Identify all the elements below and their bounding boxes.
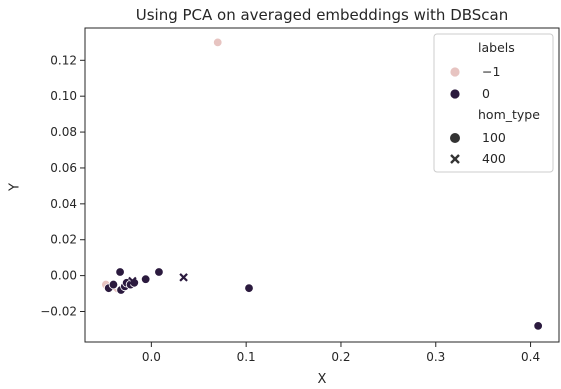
y-tick-label: 0.10 bbox=[50, 89, 77, 103]
legend-marker-label-0 bbox=[449, 88, 461, 100]
data-point bbox=[154, 267, 164, 277]
legend-frame bbox=[433, 33, 554, 173]
legend-label-neg1: −1 bbox=[482, 64, 500, 79]
x-tick-label: 0.4 bbox=[521, 350, 540, 364]
x-tick-label: 0.0 bbox=[142, 350, 161, 364]
legend-marker-hom-100 bbox=[450, 133, 460, 143]
y-tick-label: 0.12 bbox=[50, 53, 77, 67]
plot-area bbox=[84, 27, 560, 343]
legend: labels −1 0 hom_type 100 400 bbox=[433, 33, 554, 173]
data-point bbox=[244, 283, 254, 293]
legend-marker-label-neg1 bbox=[449, 66, 461, 78]
legend-label-hom-100: 100 bbox=[482, 130, 506, 145]
chart-title: Using PCA on averaged embeddings with DB… bbox=[136, 6, 509, 24]
data-point bbox=[115, 267, 125, 277]
y-tick-label: 0.00 bbox=[50, 269, 77, 283]
x-tick-label: 0.3 bbox=[426, 350, 445, 364]
data-point bbox=[213, 37, 223, 48]
legend-hue-title: labels bbox=[478, 40, 515, 55]
data-point-x-marker bbox=[179, 273, 188, 282]
x-tick-label: 0.1 bbox=[237, 350, 256, 364]
data-point bbox=[533, 321, 543, 331]
y-tick-label: 0.04 bbox=[50, 197, 77, 211]
data-point bbox=[140, 274, 151, 284]
y-tick-label: 0.06 bbox=[50, 161, 77, 175]
legend-label-0: 0 bbox=[482, 86, 490, 101]
y-axis-title: Y bbox=[8, 183, 23, 192]
x-tick-label: 0.2 bbox=[331, 350, 350, 364]
data-point-x-marker bbox=[128, 276, 137, 286]
legend-marker-hom-400 bbox=[450, 154, 460, 164]
legend-style-title: hom_type bbox=[478, 107, 540, 122]
x-axis-title: X bbox=[318, 372, 327, 387]
y-tick-label: 0.02 bbox=[50, 233, 77, 247]
legend-label-hom-400: 400 bbox=[482, 151, 506, 166]
y-tick-label: −0.02 bbox=[40, 304, 77, 318]
data-point bbox=[108, 279, 119, 290]
y-tick-label: 0.08 bbox=[50, 125, 77, 139]
